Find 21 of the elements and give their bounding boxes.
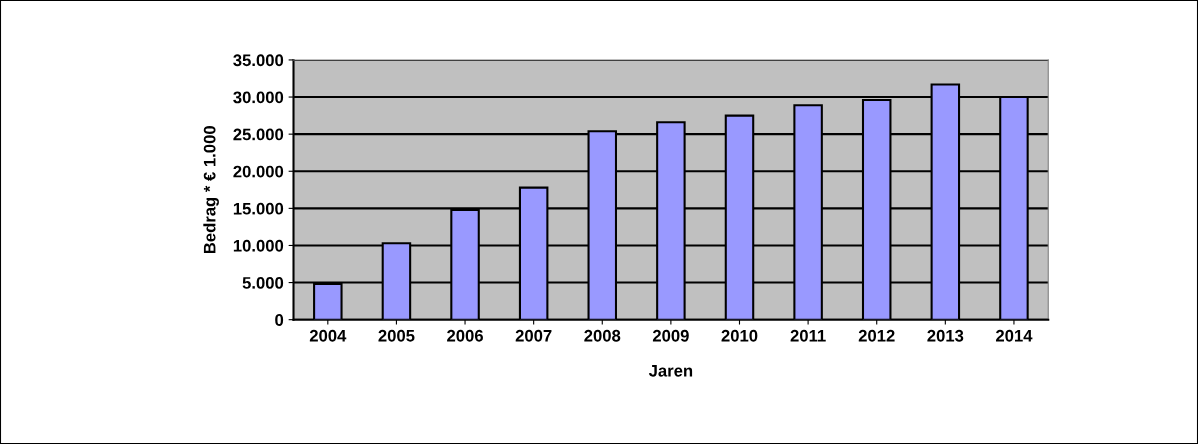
x-tick-label: 2008 — [584, 329, 621, 342]
x-tick-label: 2014 — [995, 329, 1033, 342]
y-tick-label: 0 — [275, 314, 284, 326]
y-tick-label: 25.000 — [233, 128, 284, 141]
x-tick-label: 2007 — [515, 329, 552, 342]
x-tick-label: 2011 — [790, 329, 826, 342]
y-tick-label: 5.000 — [242, 276, 284, 289]
x-tick-label: 2006 — [447, 329, 483, 342]
y-tick-label: 15.000 — [233, 202, 284, 215]
x-tick-label: 2010 — [721, 329, 758, 342]
x-tick-label: 2009 — [652, 329, 689, 342]
x-tick-label: 2013 — [927, 329, 964, 342]
y-tick-label: 20.000 — [233, 165, 284, 178]
x-tick-label: 2012 — [858, 329, 895, 342]
y-tick-label: 10.000 — [233, 239, 284, 252]
x-tick-label: 2004 — [309, 329, 347, 342]
y-tick-label: 35.000 — [233, 54, 284, 67]
y-axis-title: Bedrag * € 1.000 — [203, 126, 219, 254]
x-tick-label: 2005 — [378, 329, 415, 342]
x-axis-title: Jaren — [648, 365, 693, 377]
y-tick-label: 30.000 — [233, 91, 284, 104]
